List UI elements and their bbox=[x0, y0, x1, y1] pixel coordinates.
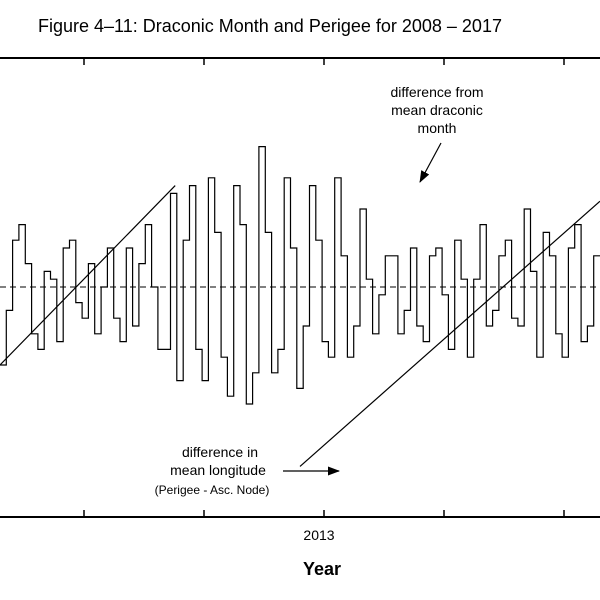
series-longitude-line-1 bbox=[0, 185, 176, 366]
x-tick-label-2013: 2013 bbox=[303, 527, 334, 543]
annotation-draconic-line-3: month bbox=[418, 120, 457, 136]
annotation-longitude-line-1: difference in bbox=[182, 444, 258, 460]
x-axis-label: Year bbox=[303, 559, 341, 579]
series-draconic-step-line bbox=[0, 146, 600, 405]
annotation-draconic-line-2: mean draconic bbox=[391, 102, 483, 118]
chart-title: Figure 4–11: Draconic Month and Perigee … bbox=[38, 16, 502, 36]
top-ticks bbox=[83, 58, 565, 65]
series-longitude-line-2 bbox=[299, 200, 600, 467]
annotation-longitude-line-2: mean longitude bbox=[170, 462, 266, 478]
x-axis-ticks bbox=[83, 510, 565, 517]
annotation-longitude-note: (Perigee - Asc. Node) bbox=[155, 483, 270, 497]
annotation-draconic-line-1: difference from bbox=[390, 84, 483, 100]
series-layer bbox=[0, 146, 600, 467]
annotation-draconic-arrow bbox=[419, 142, 442, 183]
